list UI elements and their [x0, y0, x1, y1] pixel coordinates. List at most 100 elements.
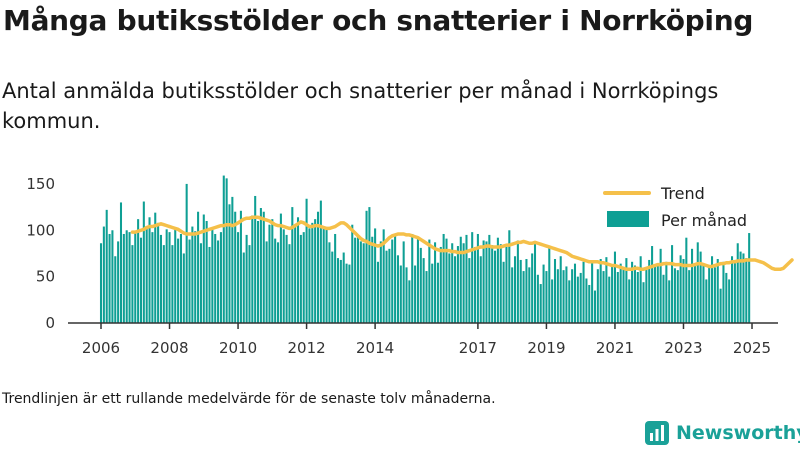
- bar-series: [99, 175, 751, 323]
- bar: [553, 259, 557, 323]
- bar: [114, 256, 117, 323]
- legend: Trend Per månad: [603, 184, 747, 230]
- bar: [668, 280, 671, 323]
- bar: [345, 263, 348, 323]
- bar: [496, 237, 499, 323]
- bar: [511, 267, 514, 323]
- bar: [419, 247, 422, 323]
- bar: [645, 269, 648, 323]
- bar: [685, 237, 688, 323]
- bar: [562, 270, 565, 323]
- bar: [328, 242, 331, 323]
- x-tick-label: 2025: [733, 339, 771, 357]
- bar: [422, 258, 425, 323]
- bar: [162, 245, 165, 323]
- bar: [456, 246, 459, 323]
- bar: [105, 209, 108, 323]
- bar: [225, 178, 228, 323]
- bar: [376, 261, 379, 323]
- bar: [411, 233, 414, 323]
- bar: [656, 265, 659, 323]
- bar: [368, 207, 371, 323]
- bar: [242, 252, 245, 323]
- footnote: Trendlinjen är ett rullande medelvärde f…: [2, 391, 496, 407]
- bar: [354, 237, 357, 323]
- bar: [516, 240, 519, 323]
- bar: [625, 258, 628, 323]
- bar: [277, 242, 280, 323]
- bar: [222, 175, 225, 323]
- bar: [119, 202, 123, 323]
- bar: [505, 246, 508, 323]
- bar: [339, 259, 342, 323]
- bar: [299, 234, 302, 323]
- bar: [416, 237, 419, 323]
- bar: [134, 231, 137, 323]
- bar: [633, 265, 636, 323]
- bar: [442, 233, 445, 323]
- bar: [579, 272, 582, 323]
- bar: [588, 284, 591, 323]
- bar: [262, 211, 265, 323]
- bar: [499, 244, 502, 323]
- bar: [388, 248, 391, 323]
- bar: [145, 226, 148, 323]
- newsworthy-brand: Newsworthy: [644, 419, 800, 447]
- bar: [197, 211, 200, 323]
- bar: [359, 241, 362, 323]
- bar: [151, 232, 154, 323]
- bar: [728, 279, 731, 323]
- y-tick-label: 100: [26, 221, 55, 239]
- bar: [573, 263, 577, 323]
- bar: [282, 229, 285, 323]
- bar: [745, 258, 748, 323]
- bar: [628, 279, 631, 323]
- bar: [474, 246, 477, 323]
- bar: [436, 262, 439, 323]
- bar: [693, 263, 696, 323]
- bar: [653, 266, 656, 323]
- bar: [239, 210, 242, 323]
- x-tick-label: 2014: [356, 339, 394, 357]
- bar: [545, 271, 548, 323]
- bar: [248, 245, 251, 323]
- bar: [148, 217, 151, 323]
- bar: [211, 228, 214, 323]
- bar: [651, 246, 654, 323]
- bar: [139, 237, 143, 323]
- bar: [454, 256, 457, 323]
- bar: [325, 227, 328, 323]
- bar: [157, 222, 160, 323]
- bar: [142, 201, 145, 323]
- bar: [428, 239, 431, 323]
- bar: [174, 228, 177, 323]
- bar: [408, 280, 411, 323]
- bar: [462, 243, 465, 323]
- bar: [642, 282, 645, 323]
- bar: [385, 250, 388, 323]
- bar: [351, 224, 354, 323]
- bar: [673, 268, 676, 323]
- bar: [748, 233, 751, 323]
- bar: [302, 232, 305, 323]
- bar: [622, 268, 625, 323]
- x-tick-label: 2023: [664, 339, 702, 357]
- bar: [214, 233, 217, 323]
- bar: [294, 224, 297, 323]
- bar: [616, 272, 619, 323]
- bar: [471, 232, 474, 323]
- bar: [177, 238, 180, 323]
- bar: [602, 271, 605, 323]
- bar: [336, 258, 340, 323]
- legend-trend-label: Trend: [660, 184, 705, 203]
- bar: [476, 233, 479, 323]
- newsworthy-logo-icon: [645, 421, 669, 445]
- bar: [482, 240, 485, 323]
- bar: [202, 214, 205, 323]
- bar: [194, 231, 197, 323]
- bar: [519, 259, 522, 323]
- bar: [688, 270, 691, 323]
- bar: [356, 234, 360, 323]
- bar: [725, 272, 728, 323]
